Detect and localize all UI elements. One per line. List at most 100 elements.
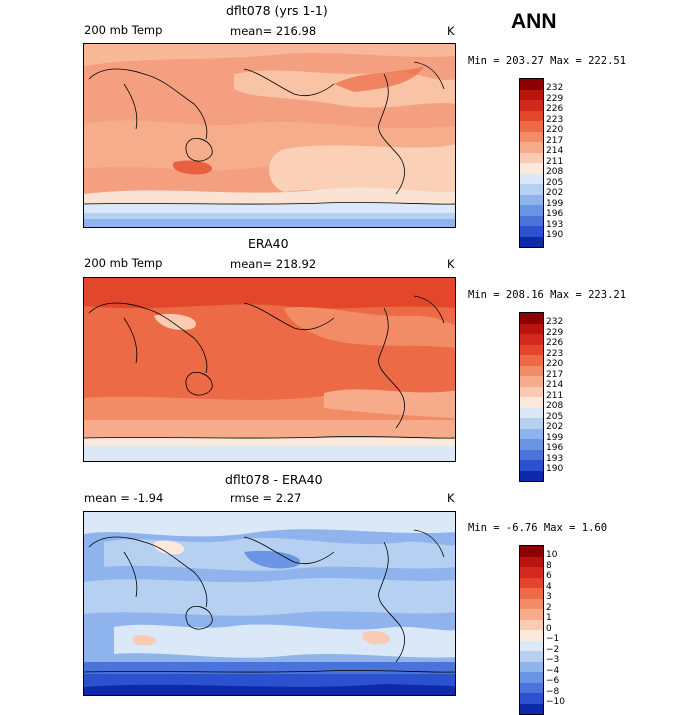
colorbar-swatch [520, 460, 543, 471]
colorbar-tick-label: 217 [546, 135, 564, 146]
colorbar-tick-label: −2 [546, 644, 560, 655]
colorbar-swatch [520, 428, 543, 439]
map-model-temperature [83, 43, 456, 228]
colorbar-swatch [520, 588, 543, 599]
colorbar-swatch [520, 226, 543, 237]
colorbar-swatch [520, 546, 543, 557]
panel-center-label-obs: mean= 218.92 [230, 257, 317, 271]
colorbar-swatch [520, 323, 543, 334]
colorbar-swatch [520, 682, 543, 693]
colorbar-swatch [520, 152, 543, 163]
colorbar-tick-label: 202 [546, 422, 564, 432]
colorbar-tick-label: 193 [546, 219, 564, 230]
colorbar-tick-label: 214 [546, 146, 564, 156]
colorbar-tick-label: 0 [546, 623, 552, 634]
panel-title-model: dflt078 (yrs 1-1) [226, 3, 328, 18]
panel-left-label-model: 200 mb Temp [84, 23, 163, 37]
colorbar-tick-label: 205 [546, 177, 564, 188]
colorbar-swatch [520, 567, 543, 578]
colorbar-labels-obs: 232 229 226 223 220 217 214 211 208 205 202 199 196 1… [546, 317, 563, 475]
colorbar-swatch [520, 344, 543, 355]
colorbar-swatch [520, 131, 543, 142]
colorbar-swatch [520, 215, 543, 226]
colorbar-tick-label: −10 [546, 697, 565, 707]
colorbar-swatch [520, 418, 543, 429]
colorbar-tick-label: 208 [546, 401, 564, 411]
colorbar-swatch [520, 205, 543, 216]
panel-left-label-obs: 200 mb Temp [84, 256, 163, 270]
map-diff-temperature [83, 511, 456, 696]
colorbar-tick-label: 190 [546, 230, 564, 240]
colorbar-tick-label: −8 [546, 686, 560, 697]
colorbar-tick-label: 223 [546, 348, 564, 359]
colorbar-tick-label: 199 [546, 432, 564, 443]
colorbar-swatch [520, 121, 543, 132]
colorbar-swatch [520, 142, 543, 153]
colorbar-swatch [520, 609, 543, 620]
colorbar-swatch [520, 470, 543, 481]
panel-minmax-obs: Min = 208.16 Max = 223.21 [468, 289, 627, 301]
colorbar-swatch [520, 334, 543, 345]
panel-units-model: K [447, 24, 455, 38]
colorbar-tick-label: 2 [546, 602, 552, 613]
colorbar-tick-label: −4 [546, 665, 560, 676]
colorbar-obs [519, 312, 544, 482]
colorbar-swatches-obs [520, 313, 543, 481]
colorbar-tick-label: 196 [546, 209, 564, 219]
panel-minmax-diff: Min = -6.76 Max = 1.60 [468, 522, 608, 534]
colorbar-tick-label: −6 [546, 676, 560, 686]
colorbar-tick-label: 3 [546, 592, 552, 602]
colorbar-tick-label: 211 [546, 390, 564, 401]
panel-minmax-model: Min = 203.27 Max = 222.51 [468, 55, 627, 67]
colorbar-swatch [520, 376, 543, 387]
colorbar-swatch [520, 556, 543, 567]
colorbar-swatch [520, 184, 543, 195]
colorbar-swatch [520, 397, 543, 408]
colorbar-labels-model: 232 229 226 223 220 217 214 211 208 205 202 199 196 1… [546, 83, 563, 241]
colorbar-tick-label: 217 [546, 369, 564, 380]
colorbar-swatch [520, 630, 543, 641]
colorbar-swatch [520, 79, 543, 90]
colorbar-swatch [520, 110, 543, 121]
colorbar-swatch [520, 407, 543, 418]
colorbar-swatch [520, 355, 543, 366]
colorbar-swatch [520, 640, 543, 651]
colorbar-swatch [520, 100, 543, 111]
colorbar-swatch [520, 173, 543, 184]
panel-center-label-diff: rmse = 2.27 [230, 491, 302, 505]
colorbar-tick-label: 220 [546, 125, 564, 135]
colorbar-tick-label: 196 [546, 443, 564, 453]
panel-units-diff: K [447, 491, 455, 505]
colorbar-tick-label: 223 [546, 114, 564, 125]
colorbar-tick-label: 211 [546, 156, 564, 167]
panel-units-obs: K [447, 257, 455, 271]
panel-title-diff: dflt078 - ERA40 [225, 472, 323, 487]
colorbar-tick-label: 6 [546, 571, 552, 581]
colorbar-tick-label: 214 [546, 380, 564, 390]
colorbar-tick-label: 232 [546, 317, 564, 327]
panel-center-label-model: mean= 216.98 [230, 24, 317, 38]
colorbar-swatch [520, 672, 543, 683]
colorbar-swatch [520, 598, 543, 609]
colorbar-tick-label: 226 [546, 104, 564, 114]
colorbar-swatches-model [520, 79, 543, 247]
colorbar-swatch [520, 386, 543, 397]
colorbar-swatches-diff [520, 546, 543, 714]
colorbar-tick-label: 199 [546, 198, 564, 209]
colorbar-tick-label: 193 [546, 453, 564, 464]
colorbar-tick-label: 202 [546, 188, 564, 198]
panel-left-label-diff: mean = -1.94 [84, 491, 164, 505]
colorbar-tick-label: 8 [546, 560, 552, 571]
colorbar-swatch [520, 365, 543, 376]
colorbar-tick-label: 229 [546, 93, 564, 104]
colorbar-swatch [520, 89, 543, 100]
colorbar-swatch [520, 619, 543, 630]
colorbar-diff [519, 545, 544, 715]
map-obs-temperature [83, 277, 456, 462]
colorbar-swatch [520, 163, 543, 174]
colorbar-swatch [520, 313, 543, 324]
colorbar-swatch [520, 577, 543, 588]
colorbar-tick-label: 226 [546, 338, 564, 348]
colorbar-labels-diff: 10 8 6 4 3 2 1 0 −1 −2 −3 −4 −6 −8 −10 [546, 550, 565, 708]
colorbar-tick-label: 229 [546, 327, 564, 338]
